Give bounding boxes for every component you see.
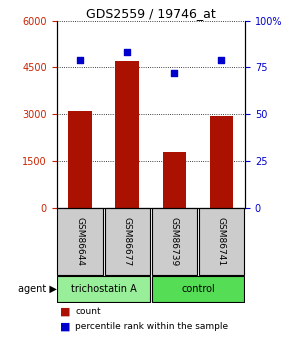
Point xyxy=(78,57,82,63)
Text: GSM86677: GSM86677 xyxy=(123,217,132,266)
Text: count: count xyxy=(75,307,101,316)
Text: ■: ■ xyxy=(60,322,71,332)
Text: trichostatin A: trichostatin A xyxy=(71,284,137,294)
Bar xyxy=(57,276,150,302)
Bar xyxy=(68,111,92,208)
Point xyxy=(125,50,130,55)
Bar xyxy=(152,276,244,302)
Text: agent ▶: agent ▶ xyxy=(18,284,57,294)
Text: ■: ■ xyxy=(60,306,71,316)
Bar xyxy=(105,208,150,275)
Bar xyxy=(57,208,103,275)
Text: GSM86644: GSM86644 xyxy=(76,217,85,266)
Text: GSM86739: GSM86739 xyxy=(170,217,179,266)
Bar xyxy=(210,116,233,208)
Bar xyxy=(115,61,139,208)
Bar xyxy=(163,151,186,208)
Text: control: control xyxy=(181,284,215,294)
Point xyxy=(172,70,177,76)
Text: percentile rank within the sample: percentile rank within the sample xyxy=(75,322,229,331)
Bar xyxy=(199,208,244,275)
Bar xyxy=(152,208,197,275)
Text: GSM86741: GSM86741 xyxy=(217,217,226,266)
Title: GDS2559 / 19746_at: GDS2559 / 19746_at xyxy=(86,7,216,20)
Point xyxy=(219,57,224,63)
